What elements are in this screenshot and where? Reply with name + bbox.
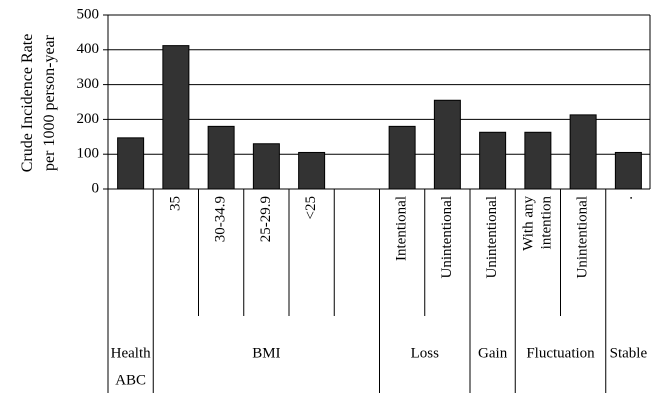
y-axis-label-line-2: per 1000 person-year [41,34,58,171]
group-label: Gain [478,345,508,361]
category-label: Unintentional [439,196,455,279]
bar [569,114,597,190]
category-label: <25 [303,196,319,219]
category-label: Unintentional [484,196,500,279]
bar [252,143,280,190]
category-label: Intentional [394,196,410,261]
group-labels: Health ABC BMI Loss Gain Fluctuation Stable [111,345,648,388]
category-labels: 35 30-34.9 25-29.9 <25 Intentional Unintentio… [107,189,636,393]
bar [207,125,235,190]
gridlines [108,14,650,190]
bar [388,125,416,190]
bars [117,45,642,190]
group-label: Fluctuation [526,345,595,361]
category-label: Unintentional [575,196,591,279]
bar [524,131,552,190]
y-axis-label-line-1: Crude Incidence Rate [19,34,36,173]
y-tick-label: 400 [77,41,100,57]
bar [479,131,507,190]
bar [614,151,642,190]
category-label: 25-29.9 [258,196,274,242]
group-label: Stable [610,345,648,361]
y-tick-label: 300 [77,76,100,92]
category-label: . [620,196,636,200]
group-label: Loss [411,345,440,361]
bar [117,137,145,190]
bar [298,151,326,190]
category-label: intention [538,196,554,250]
y-tick-label: 0 [92,180,100,196]
group-label: Health [111,345,151,361]
y-tick-label: 500 [77,6,100,22]
category-label: 35 [167,196,183,211]
bar [433,99,461,190]
category-label: With any [520,196,536,251]
y-tick-label: 200 [77,111,100,127]
category-label: 30-34.9 [213,196,229,242]
bar [162,45,190,190]
y-tick-label: 100 [77,146,100,162]
group-label: ABC [115,372,146,388]
y-axis: 0 100 200 300 400 500 [77,6,651,196]
group-label: BMI [252,345,280,361]
